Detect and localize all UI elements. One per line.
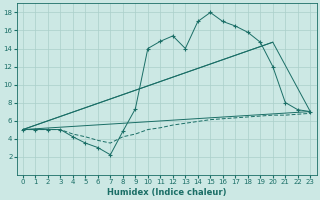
X-axis label: Humidex (Indice chaleur): Humidex (Indice chaleur) [107, 188, 226, 197]
